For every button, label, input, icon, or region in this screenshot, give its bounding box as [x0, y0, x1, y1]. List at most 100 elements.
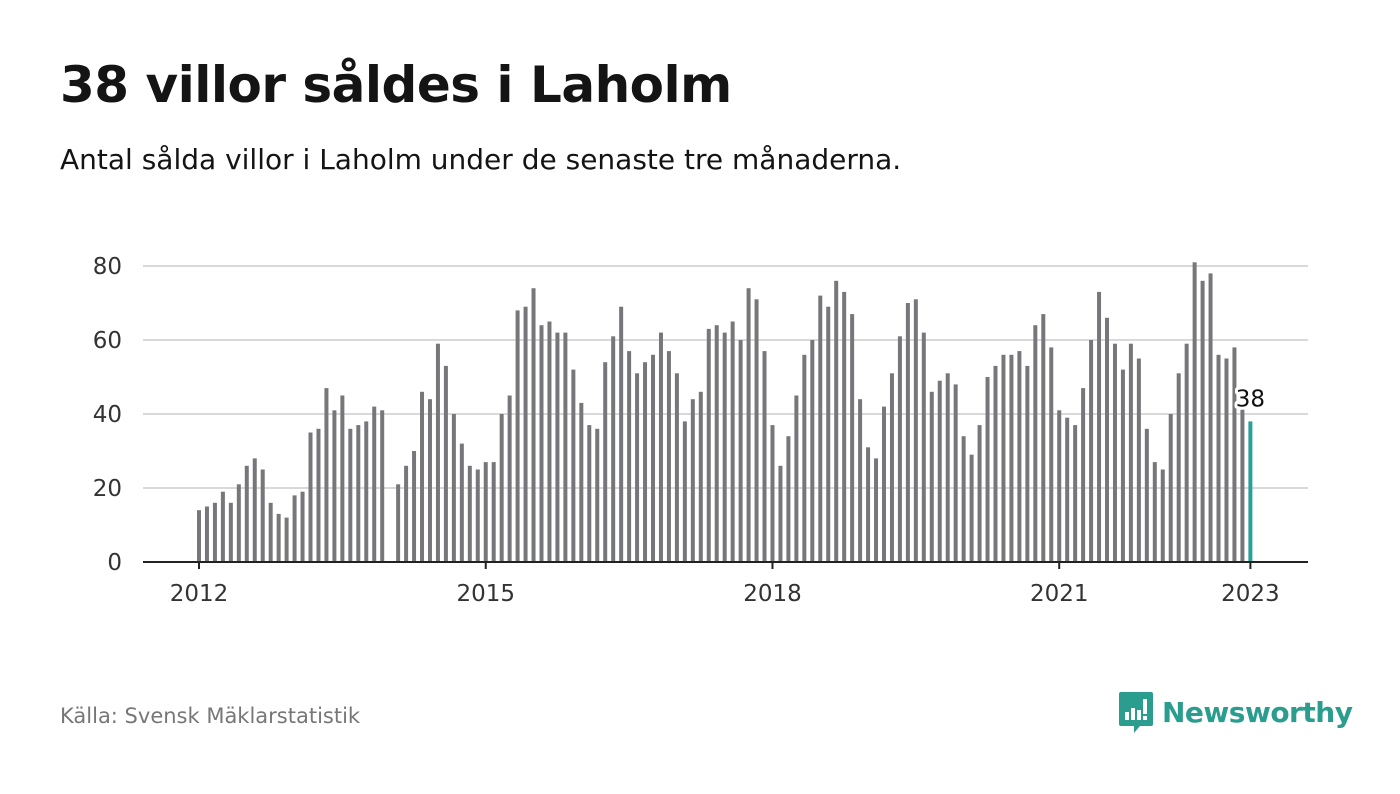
bar [547, 321, 552, 562]
bar [635, 373, 640, 562]
bar [459, 443, 464, 562]
bar [244, 465, 249, 562]
y-tick-label: 40 [93, 402, 122, 428]
bar [889, 373, 894, 562]
bar [316, 428, 321, 562]
bar [340, 395, 345, 562]
bar [396, 484, 401, 562]
y-tick-label: 20 [93, 476, 122, 502]
bar [921, 332, 926, 562]
chart-title: 38 villor såldes i Laholm [60, 56, 732, 114]
bar [427, 399, 432, 562]
bar [802, 354, 807, 562]
bar [1144, 428, 1149, 562]
bar [722, 332, 727, 562]
bar [467, 465, 472, 562]
bar-latest [1248, 421, 1253, 562]
bar [698, 391, 703, 562]
bar [937, 380, 942, 562]
bar [1017, 351, 1022, 562]
bar [730, 321, 735, 562]
bar [1033, 325, 1038, 562]
bar [571, 369, 576, 562]
bar [1065, 417, 1070, 562]
bar [284, 517, 289, 562]
bar [404, 465, 409, 562]
bar [523, 306, 528, 562]
bar [874, 458, 879, 562]
bar [786, 436, 791, 562]
bar [1081, 388, 1086, 562]
bar [969, 454, 974, 562]
x-axis: 2012 2015 2018 2021 2023 [143, 561, 1308, 607]
bar [380, 410, 385, 562]
bar [1232, 347, 1237, 562]
bar [268, 502, 273, 562]
bar [1112, 343, 1117, 562]
bar [674, 373, 679, 562]
bar [858, 399, 863, 562]
bar [611, 336, 616, 562]
bar [515, 310, 520, 562]
bar [348, 428, 353, 562]
bar [228, 502, 233, 562]
bar [579, 402, 584, 562]
bar [1128, 343, 1133, 562]
bar [1208, 273, 1213, 562]
bar [443, 365, 448, 562]
brand-logo[interactable]: Newsworthy [1118, 690, 1353, 734]
bar [961, 436, 966, 562]
bar [364, 421, 369, 562]
bar [1240, 402, 1245, 562]
x-tick-label: 2023 [1221, 581, 1280, 607]
bar [818, 295, 823, 562]
bar [507, 395, 512, 562]
bar [483, 462, 488, 562]
bar [643, 362, 648, 562]
bar [1049, 347, 1054, 562]
bar [595, 428, 600, 562]
bar [993, 365, 998, 562]
bar [651, 354, 656, 562]
x-tick-label: 2021 [1030, 581, 1089, 607]
bar [1160, 469, 1165, 562]
bar [770, 425, 775, 562]
bar [913, 299, 918, 562]
bar [372, 406, 377, 562]
bar [491, 462, 496, 562]
bar [842, 291, 847, 562]
bar [587, 425, 592, 562]
bar [197, 510, 201, 562]
bar [300, 491, 305, 562]
bar [881, 406, 886, 562]
bar [794, 395, 799, 562]
bar [1120, 369, 1125, 562]
y-tick-label: 60 [93, 328, 122, 354]
bar [897, 336, 902, 562]
bar [435, 343, 440, 562]
bar [810, 340, 815, 562]
bar [762, 351, 767, 562]
bar [1001, 354, 1006, 562]
x-tick-label: 2018 [743, 581, 802, 607]
bar [499, 414, 504, 562]
bar [866, 447, 871, 562]
bar [850, 314, 855, 562]
bar [475, 469, 480, 562]
bar [1200, 280, 1205, 562]
bar [1168, 414, 1173, 562]
newsworthy-logo-icon [1119, 692, 1153, 733]
bar [292, 495, 297, 562]
bar [220, 491, 225, 562]
bar [834, 280, 839, 562]
bar [236, 484, 241, 562]
bar [714, 325, 719, 562]
bar [1057, 410, 1062, 562]
bar [1097, 291, 1102, 562]
bar [563, 332, 568, 562]
bar [1176, 373, 1181, 562]
bar [308, 432, 313, 562]
bar [539, 325, 544, 562]
bar [690, 399, 695, 562]
bar [619, 306, 624, 562]
